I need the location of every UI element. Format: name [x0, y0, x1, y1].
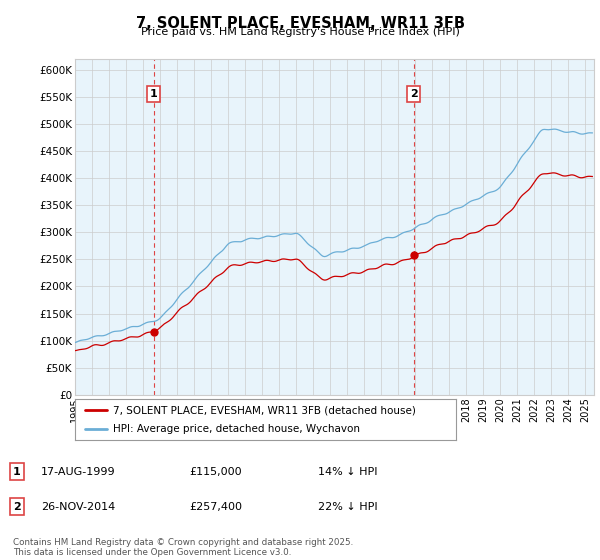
Text: 7, SOLENT PLACE, EVESHAM, WR11 3FB (detached house): 7, SOLENT PLACE, EVESHAM, WR11 3FB (deta…	[113, 405, 416, 415]
Text: HPI: Average price, detached house, Wychavon: HPI: Average price, detached house, Wych…	[113, 424, 360, 433]
Text: 7, SOLENT PLACE, EVESHAM, WR11 3FB: 7, SOLENT PLACE, EVESHAM, WR11 3FB	[136, 16, 464, 31]
Text: 22% ↓ HPI: 22% ↓ HPI	[318, 502, 377, 512]
Text: 1: 1	[13, 466, 20, 477]
Text: Contains HM Land Registry data © Crown copyright and database right 2025.
This d: Contains HM Land Registry data © Crown c…	[13, 538, 353, 557]
Text: £115,000: £115,000	[189, 466, 242, 477]
Text: 17-AUG-1999: 17-AUG-1999	[41, 466, 115, 477]
Text: 14% ↓ HPI: 14% ↓ HPI	[318, 466, 377, 477]
Text: Price paid vs. HM Land Registry's House Price Index (HPI): Price paid vs. HM Land Registry's House …	[140, 27, 460, 37]
Text: 1: 1	[150, 89, 158, 99]
Text: 2: 2	[13, 502, 20, 512]
Text: £257,400: £257,400	[189, 502, 242, 512]
Text: 2: 2	[410, 89, 418, 99]
Text: 26-NOV-2014: 26-NOV-2014	[41, 502, 115, 512]
